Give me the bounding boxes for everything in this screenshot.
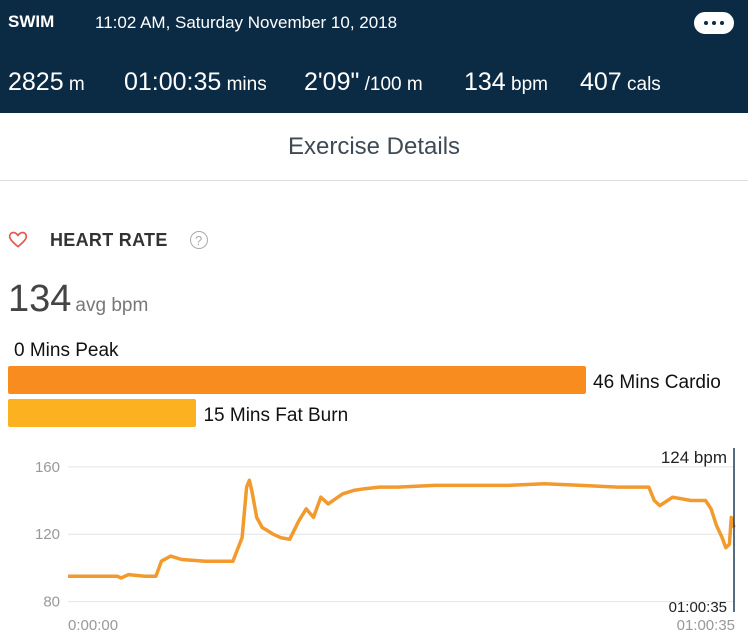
y-tick-label: 120 [35, 526, 60, 543]
y-tick-label: 160 [35, 459, 60, 476]
activity-type: SWIM [8, 12, 55, 31]
cursor-time-label: 01:00:35 [669, 599, 727, 616]
heart-rate-stat: 134 bpm [464, 68, 548, 96]
avg-bpm-value: 134 [8, 278, 72, 320]
activity-datetime: 11:02 AM, Saturday November 10, 2018 [95, 13, 398, 32]
cardio-zone-bar [8, 366, 586, 394]
ellipsis-icon [720, 21, 724, 25]
heart-rate-chart[interactable]: 80 120 160 124 bpm 01:00:35 0:00:00 01:00:… [0, 440, 748, 640]
heart-rate-section-header: HEART RATE ? [8, 228, 208, 252]
heart-rate-line [68, 478, 736, 580]
duration-stat: 01:00:35 mins [124, 68, 267, 96]
avg-heart-rate: 134 avg bpm [8, 278, 148, 321]
activity-header: SWIM 11:02 AM, Saturday November 10, 201… [0, 0, 748, 113]
fat-burn-zone-label: 15 Mins Fat Burn [203, 405, 349, 426]
ellipsis-icon [704, 21, 708, 25]
cursor-bpm-label: 124 bpm [661, 448, 727, 467]
calories-stat: 407 cals [580, 68, 661, 96]
page-title: Exercise Details [0, 113, 748, 181]
y-tick-label: 80 [43, 594, 60, 611]
heart-icon [8, 231, 28, 248]
heart-rate-title: HEART RATE [50, 229, 168, 250]
ellipsis-icon [712, 21, 716, 25]
peak-zone-label: 0 Mins Peak [14, 340, 119, 361]
cardio-zone-label: 46 Mins Cardio [593, 372, 721, 393]
help-icon[interactable]: ? [189, 231, 208, 249]
pace-stat: 2'09" /100 m [304, 68, 423, 96]
fat-burn-zone-bar [8, 399, 197, 427]
avg-bpm-unit: avg bpm [75, 295, 149, 316]
x-axis-end-label: 01:00:35 [677, 617, 735, 634]
x-axis-start-label: 0:00:00 [68, 617, 118, 634]
more-options-button[interactable] [694, 12, 734, 34]
distance-stat: 2825 m [8, 68, 85, 96]
